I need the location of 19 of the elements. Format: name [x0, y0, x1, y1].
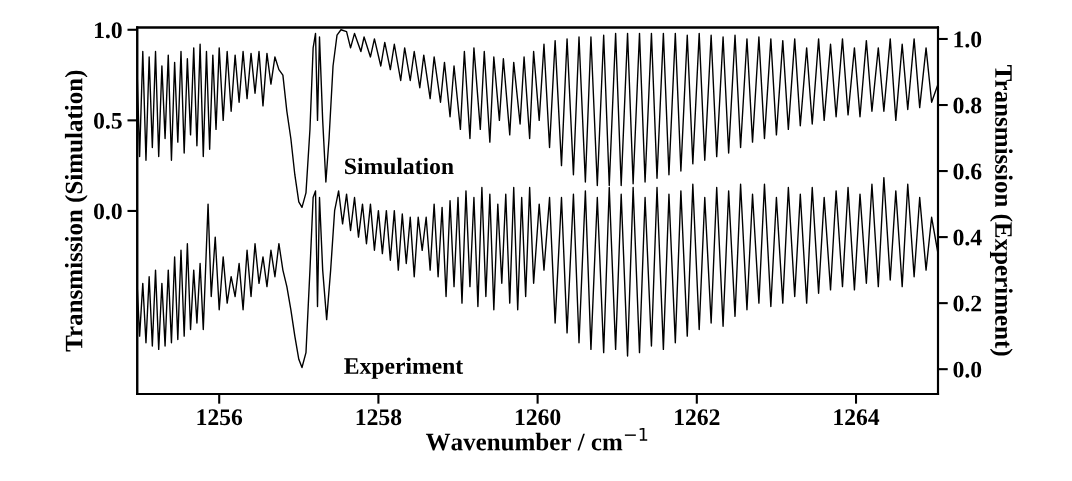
x-tick-label: 1260 — [515, 409, 561, 426]
y-tick-label: 1.0 — [95, 22, 122, 39]
x-axis-title: Wavenumber / cm$^{−1}$ — [425, 427, 648, 451]
series-label: Simulation — [345, 157, 454, 175]
y-axis-title: Transmission (Simulation) — [64, 70, 88, 352]
y2-tick-label: 0.8 — [953, 97, 982, 114]
y2-tick-label: 0.6 — [953, 163, 982, 180]
x-tick-label: 1262 — [675, 409, 720, 426]
x-tick-label: 1258 — [356, 409, 402, 426]
y2-axis-title: Transmission (Experiment) — [989, 65, 1013, 356]
y2-tick-label: 1.0 — [954, 31, 982, 48]
y2-tick-label: 0.4 — [953, 229, 982, 246]
x-tick-label: 1256 — [197, 409, 243, 426]
y2-tick-label: 0.0 — [953, 361, 982, 378]
y-tick-label: 0.5 — [94, 112, 122, 129]
y2-tick-label: 0.2 — [953, 295, 982, 312]
y-tick-label: 0.0 — [94, 203, 122, 220]
series-label: Experiment — [344, 357, 464, 379]
x-tick-label: 1264 — [834, 409, 880, 426]
